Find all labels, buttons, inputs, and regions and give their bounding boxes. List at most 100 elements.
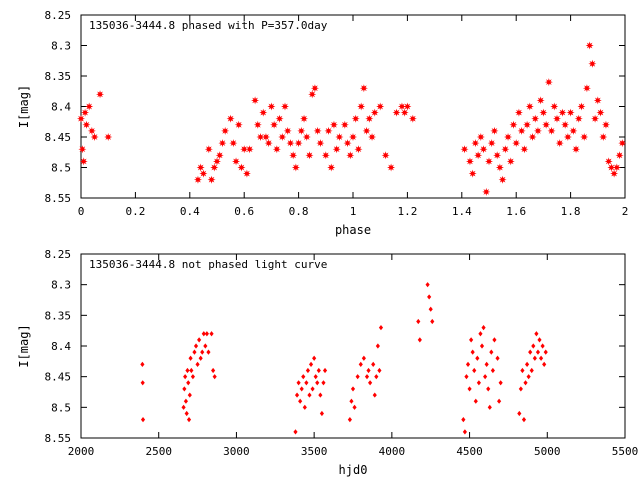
x-tick-label: 1.4	[452, 205, 472, 218]
data-point	[471, 139, 480, 148]
data-point	[251, 96, 260, 105]
data-point	[358, 361, 363, 367]
x-tick-label: 1.2	[397, 205, 417, 218]
x-tick-label: 4000	[379, 445, 406, 458]
data-point	[211, 367, 216, 374]
data-point	[517, 126, 526, 135]
data-point	[474, 151, 483, 160]
data-point	[193, 175, 202, 184]
data-point	[301, 374, 306, 380]
data-point	[189, 367, 194, 374]
data-point	[479, 145, 488, 154]
data-point	[615, 151, 624, 160]
x-tick-label: 2000	[68, 445, 95, 458]
data-point	[349, 133, 357, 141]
plot-frame	[80, 14, 626, 199]
data-point	[203, 343, 208, 349]
data-point	[532, 355, 537, 361]
data-point	[275, 114, 284, 123]
data-point	[245, 145, 254, 154]
x-tick-label: 0.4	[180, 205, 200, 218]
data-point	[376, 102, 385, 111]
data-point	[604, 157, 613, 166]
data-point	[465, 157, 474, 166]
data-point	[498, 380, 503, 386]
data-point	[313, 374, 318, 380]
y-tick-label: 8.55	[45, 432, 72, 445]
data-point	[237, 163, 246, 172]
data-point	[190, 374, 195, 380]
data-point	[577, 102, 586, 111]
data-point	[365, 114, 374, 123]
data-point	[300, 114, 309, 123]
data-point	[526, 374, 531, 380]
data-point	[87, 126, 96, 135]
data-point	[359, 84, 368, 93]
data-point	[140, 361, 145, 367]
data-point	[416, 318, 421, 325]
x-tick-label: 1.8	[561, 205, 581, 218]
y-tick-label: 8.5	[51, 162, 71, 175]
data-point	[538, 355, 544, 361]
y-tick-label: 8.35	[45, 70, 72, 83]
data-point	[378, 325, 384, 331]
data-point	[381, 151, 390, 160]
data-point	[297, 126, 306, 135]
data-point	[520, 367, 525, 374]
data-point	[234, 120, 243, 129]
data-point	[347, 417, 352, 423]
data-point	[77, 114, 85, 123]
data-point	[366, 367, 371, 374]
data-point	[283, 126, 292, 135]
data-point	[489, 349, 494, 355]
data-point	[618, 139, 627, 148]
data-point	[531, 114, 540, 123]
data-point	[79, 157, 88, 166]
data-point	[428, 306, 433, 312]
data-point	[90, 133, 99, 141]
data-point	[473, 398, 478, 404]
data-point	[537, 337, 542, 343]
data-point	[321, 151, 330, 160]
data-point	[497, 398, 502, 404]
data-point	[461, 417, 466, 423]
data-point	[465, 361, 471, 367]
data-point	[479, 343, 485, 349]
y-tick-label: 8.4	[51, 340, 71, 353]
data-point	[185, 367, 190, 374]
y-axis-label: I[mag]	[17, 85, 31, 128]
data-point	[304, 380, 309, 386]
data-point	[310, 386, 315, 392]
data-point	[232, 157, 241, 166]
data-point	[357, 102, 366, 111]
data-point	[484, 361, 489, 367]
data-point	[346, 151, 355, 160]
data-point	[580, 133, 589, 141]
data-point	[362, 126, 371, 135]
data-point	[226, 114, 235, 123]
data-point	[534, 331, 539, 337]
data-point	[518, 386, 523, 392]
data-point	[324, 126, 333, 135]
data-point	[318, 392, 323, 398]
data-point	[82, 120, 91, 129]
data-point	[308, 361, 314, 367]
data-point	[400, 108, 409, 117]
data-point	[340, 120, 349, 129]
data-point	[298, 398, 303, 404]
data-point	[523, 380, 528, 386]
data-point	[591, 114, 600, 123]
data-point	[574, 114, 583, 123]
data-point	[209, 331, 214, 337]
data-point	[78, 145, 87, 154]
plot-title: 135036-3444.8 not phased light curve	[89, 258, 327, 271]
data-point	[370, 108, 379, 117]
y-tick-label: 8.45	[45, 131, 72, 144]
data-point	[218, 139, 227, 148]
data-point	[375, 343, 380, 349]
data-point	[593, 96, 602, 105]
data-point	[582, 84, 591, 93]
data-point	[561, 120, 570, 129]
data-point	[294, 392, 300, 398]
data-point	[470, 349, 475, 355]
